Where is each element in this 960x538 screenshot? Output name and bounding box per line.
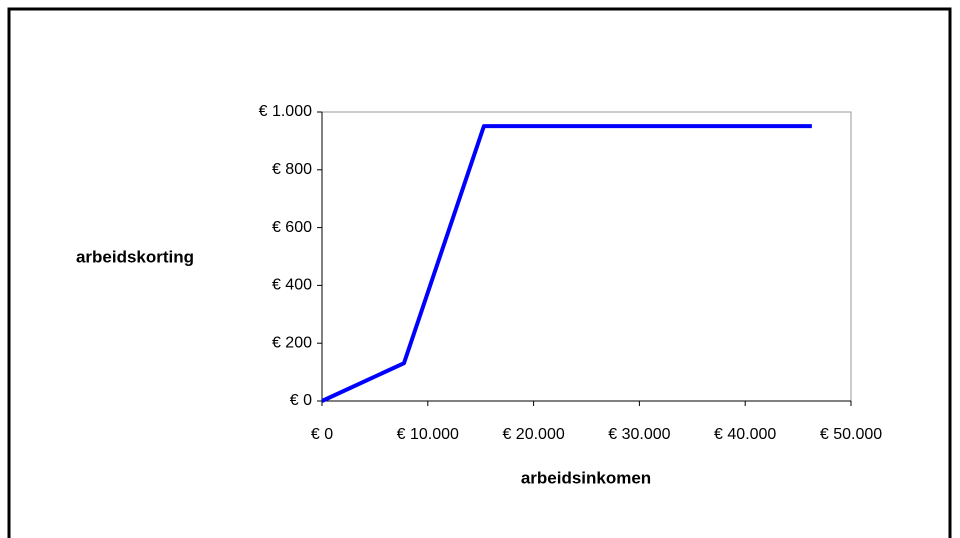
- y-tick-label: € 1.000: [259, 103, 312, 120]
- x-tick-label: € 10.000: [397, 426, 459, 443]
- plot-area: [321, 111, 852, 402]
- data-line: [321, 124, 812, 403]
- x-tick-label: € 40.000: [714, 426, 776, 443]
- x-tick-label: € 50.000: [820, 426, 882, 443]
- y-tick-label: € 600: [272, 219, 312, 236]
- y-tick-label: € 200: [272, 334, 312, 351]
- x-axis-title: arbeidsinkomen: [521, 468, 651, 487]
- y-axis-title: arbeidskorting: [76, 247, 194, 266]
- x-tick-label: € 30.000: [608, 426, 670, 443]
- x-tick-label: € 0: [311, 426, 333, 443]
- chart-border: [7, 7, 952, 538]
- y-tick-label: € 400: [272, 277, 312, 294]
- y-tick-label: € 0: [290, 392, 312, 409]
- x-tick-label: € 20.000: [502, 426, 564, 443]
- y-tick-label: € 800: [272, 161, 312, 178]
